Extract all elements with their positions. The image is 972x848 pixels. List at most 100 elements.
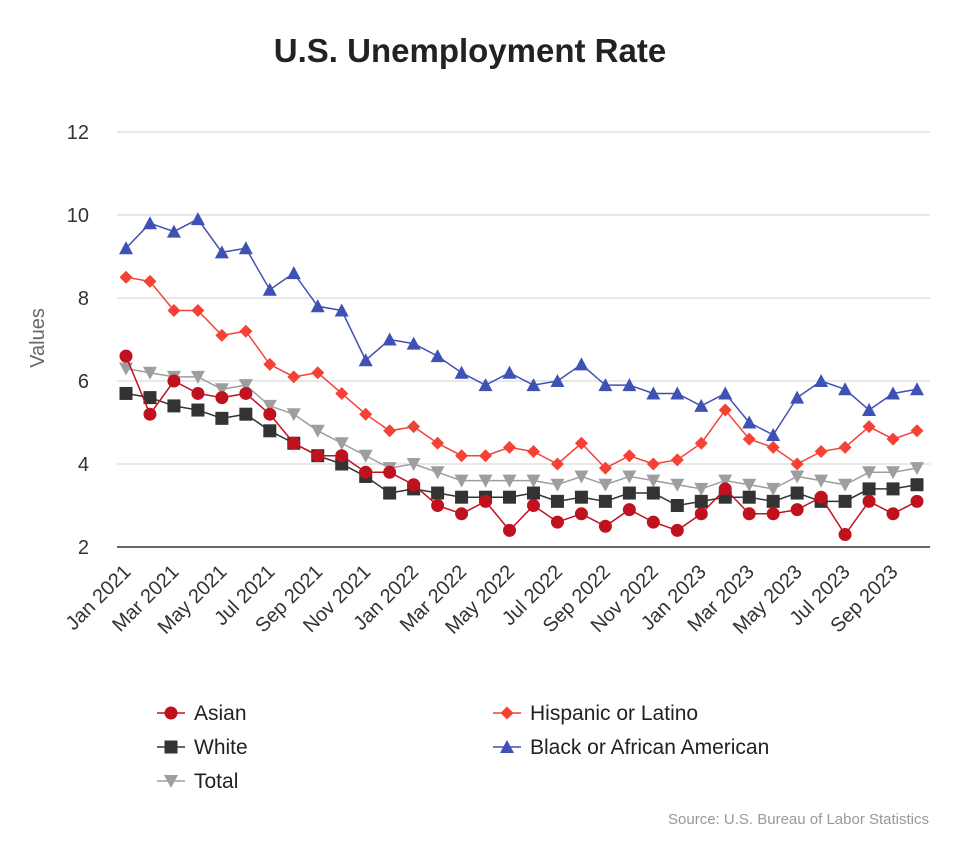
data-point-black-or-african-american	[214, 245, 229, 259]
y-tick-label: 4	[78, 454, 89, 476]
data-point-hispanic-or-latino	[550, 457, 564, 471]
data-point-white	[119, 386, 133, 400]
data-point-black-or-african-american	[862, 403, 877, 417]
data-point-white	[550, 494, 564, 508]
data-point-black-or-african-american	[454, 365, 469, 379]
data-point-black-or-african-american	[286, 266, 301, 280]
data-point-asian	[646, 515, 660, 529]
series-line-black-or-african-american	[125, 218, 918, 436]
data-point-hispanic-or-latino	[646, 457, 660, 471]
data-point-black-or-african-american	[694, 398, 709, 412]
legend-marker	[164, 775, 178, 788]
data-point-black-or-african-american	[574, 357, 589, 371]
data-point-black-or-african-american	[334, 303, 349, 317]
data-point-hispanic-or-latino	[407, 420, 421, 434]
data-point-total	[670, 478, 685, 492]
legend: Asian Hispanic or Latino White Black or Afr…	[157, 702, 769, 793]
data-point-total	[430, 466, 445, 480]
y-axis-ticks: 2 4 6 8 10 12	[67, 122, 89, 559]
legend-item-hispanic-or-latino: Hispanic or Latino	[493, 702, 698, 725]
data-point-black-or-african-american	[238, 241, 253, 255]
data-point-black-or-african-american	[430, 349, 445, 363]
series-line-hispanic-or-latino	[125, 276, 918, 470]
data-point-white	[646, 486, 660, 500]
data-point-white	[598, 494, 612, 508]
data-point-asian	[670, 523, 684, 537]
data-point-total	[742, 478, 757, 492]
data-point-black-or-african-american	[119, 241, 133, 255]
data-point-asian	[574, 507, 588, 521]
data-point-total	[310, 424, 325, 438]
data-point-asian	[550, 515, 564, 529]
data-point-white	[431, 486, 445, 500]
legend-item-black-or-african-american: Black or African American	[493, 736, 769, 759]
data-point-total	[790, 470, 805, 484]
data-point-total	[718, 474, 733, 488]
data-point-asian	[383, 465, 397, 479]
data-point-asian	[335, 449, 349, 463]
series-line-asian	[125, 355, 918, 536]
legend-label: Black or African American	[530, 736, 769, 759]
data-point-total	[406, 458, 421, 471]
data-point-total	[574, 470, 589, 484]
data-point-asian	[622, 503, 636, 517]
data-point-total	[622, 470, 637, 484]
data-point-asian	[886, 507, 900, 521]
data-point-total	[814, 474, 829, 488]
series-hispanic-or-latino	[119, 270, 924, 475]
data-point-total	[550, 478, 565, 492]
data-point-black-or-african-american	[406, 336, 421, 350]
data-point-asian	[838, 528, 852, 542]
data-point-asian	[287, 436, 301, 450]
data-point-hispanic-or-latino	[622, 449, 636, 463]
data-point-hispanic-or-latino	[119, 270, 133, 284]
data-point-hispanic-or-latino	[479, 449, 493, 463]
data-point-black-or-african-american	[598, 378, 613, 392]
data-point-hispanic-or-latino	[143, 274, 157, 288]
data-point-white	[191, 403, 205, 417]
data-point-hispanic-or-latino	[215, 328, 229, 342]
data-point-black-or-african-american	[910, 382, 924, 396]
data-point-asian	[718, 482, 732, 496]
data-point-black-or-african-american	[526, 378, 541, 392]
data-point-asian	[167, 374, 181, 388]
data-point-asian	[790, 503, 804, 517]
data-point-hispanic-or-latino	[574, 436, 588, 450]
data-point-black-or-african-american	[478, 378, 493, 392]
data-point-white	[574, 490, 588, 504]
data-point-white	[790, 486, 804, 500]
data-point-asian	[359, 465, 373, 479]
legend-marker	[164, 706, 178, 720]
y-tick-label: 2	[78, 537, 89, 559]
data-point-hispanic-or-latino	[766, 440, 780, 454]
chart-title: U.S. Unemployment Rate	[274, 32, 666, 69]
data-point-total	[142, 366, 157, 380]
data-point-total	[598, 478, 613, 492]
data-point-hispanic-or-latino	[287, 370, 301, 384]
legend-item-asian: Asian	[157, 702, 247, 725]
series-total	[119, 362, 924, 496]
legend-label: Hispanic or Latino	[530, 702, 698, 725]
data-point-asian	[598, 519, 612, 533]
legend-marker	[500, 740, 514, 753]
data-point-total	[454, 474, 469, 488]
data-point-hispanic-or-latino	[742, 432, 756, 446]
data-point-asian	[239, 386, 253, 400]
data-point-white	[526, 486, 540, 500]
data-point-hispanic-or-latino	[814, 445, 828, 459]
data-point-hispanic-or-latino	[598, 461, 612, 475]
data-point-asian	[814, 490, 828, 504]
data-point-black-or-african-american	[886, 386, 901, 400]
data-point-hispanic-or-latino	[383, 424, 397, 438]
data-point-black-or-african-american	[622, 378, 637, 392]
data-point-total	[526, 474, 541, 488]
data-point-white	[886, 482, 900, 496]
data-point-hispanic-or-latino	[910, 424, 924, 438]
data-point-black-or-african-american	[142, 216, 157, 230]
data-point-total	[694, 482, 709, 496]
data-point-black-or-african-american	[190, 212, 205, 226]
series-asian	[119, 349, 924, 542]
data-point-asian	[191, 386, 205, 400]
data-point-asian	[910, 494, 924, 508]
series-line-total	[125, 367, 918, 490]
